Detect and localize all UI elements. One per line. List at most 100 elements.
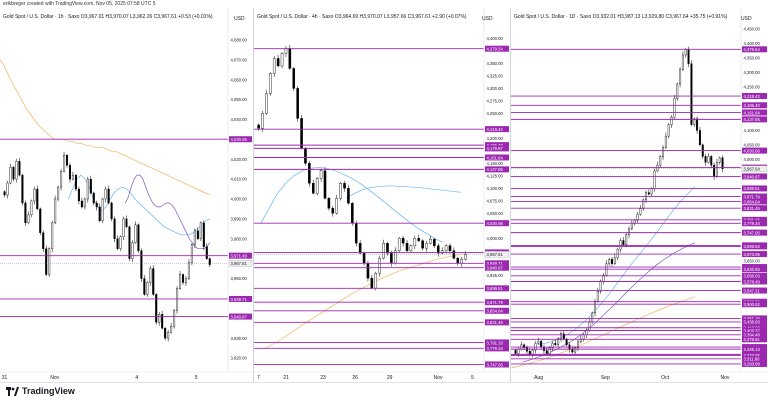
candle-body bbox=[464, 254, 467, 260]
level-label: 3,409.37 bbox=[744, 328, 761, 333]
level-label-box bbox=[742, 116, 767, 123]
x-tick-label: 23 bbox=[320, 375, 326, 381]
level-label: 3,323.55 bbox=[744, 353, 761, 358]
x-tick-label: 4 bbox=[135, 375, 138, 381]
level-label-box bbox=[742, 346, 767, 353]
candle-body bbox=[143, 278, 146, 295]
y-tick-label: 4,000.00 bbox=[231, 197, 248, 202]
candle-body bbox=[409, 245, 413, 251]
x-tick-label: Sep bbox=[601, 375, 610, 381]
level-label: 3,451.15 bbox=[744, 316, 761, 321]
candle-body bbox=[202, 222, 205, 247]
y-tick-label: 4,150.00 bbox=[487, 161, 504, 166]
candle-body bbox=[98, 206, 101, 222]
level-label-box bbox=[485, 220, 509, 227]
x-tick-label: 7 bbox=[257, 375, 260, 381]
candle-body bbox=[63, 155, 66, 172]
candle-body bbox=[95, 202, 98, 208]
y-tick-label: 4,080.00 bbox=[231, 38, 248, 43]
ma-orange-line bbox=[0, 59, 210, 196]
candle-body bbox=[693, 118, 696, 125]
candle-body bbox=[667, 124, 670, 137]
candle-body bbox=[577, 341, 579, 348]
level-label-box bbox=[742, 147, 767, 154]
candle-body bbox=[707, 156, 710, 163]
candle-body bbox=[378, 257, 381, 274]
candle-body bbox=[639, 208, 642, 215]
panel-divider[interactable] bbox=[253, 8, 254, 382]
candle-body bbox=[713, 164, 716, 177]
tradingview-brand[interactable]: TradingView bbox=[6, 386, 75, 396]
panel-divider[interactable] bbox=[510, 8, 511, 382]
candle-body bbox=[30, 200, 33, 216]
candle-body bbox=[687, 48, 690, 64]
candle-body bbox=[456, 257, 460, 264]
ma-blue-line bbox=[538, 186, 696, 346]
level-label: 3,899.51 bbox=[487, 286, 504, 291]
level-label: 3,311.60 bbox=[744, 357, 761, 362]
current-price-label: 3,967.61 bbox=[231, 261, 248, 266]
candle-body bbox=[60, 170, 63, 188]
panel-title: Gold Spot / U.S. Dollar · 1h · Saxo O3,9… bbox=[3, 14, 213, 20]
y-tick-label: 4,200.00 bbox=[487, 136, 504, 141]
candle-body bbox=[149, 268, 152, 283]
panel-title: Gold Spot / U.S. Dollar · 1D · Saxo O3,9… bbox=[514, 14, 728, 20]
candle-body bbox=[436, 245, 440, 254]
level-label: 3,747.05 bbox=[487, 362, 504, 367]
level-label-box bbox=[742, 336, 767, 343]
level-label: 4,030.06 bbox=[487, 221, 504, 226]
level-label-box bbox=[742, 352, 767, 359]
candle-body bbox=[116, 238, 119, 249]
candle-body bbox=[390, 252, 393, 264]
ma-purple-line bbox=[522, 242, 696, 363]
candle-body bbox=[401, 237, 405, 244]
candle-body bbox=[181, 274, 185, 283]
candle-body bbox=[164, 328, 167, 339]
level-label: 3,578.49 bbox=[744, 279, 761, 284]
level-label-box bbox=[742, 229, 767, 236]
candle-body bbox=[276, 58, 280, 67]
level-label: 3,854.64 bbox=[744, 199, 761, 204]
candle-body bbox=[636, 214, 639, 221]
candle-body bbox=[137, 224, 140, 251]
level-label-box bbox=[485, 299, 509, 306]
candle-body bbox=[272, 58, 276, 74]
candle-body bbox=[676, 83, 679, 99]
candle-body bbox=[670, 117, 673, 125]
level-label-box bbox=[229, 313, 252, 320]
candle-body bbox=[68, 164, 72, 180]
level-label: 3,500.02 bbox=[744, 302, 761, 307]
level-label: 3,673.06 bbox=[744, 252, 761, 257]
candle-body bbox=[382, 242, 385, 259]
level-label: 3,620.93 bbox=[744, 267, 761, 272]
chart-svg: 4,379.54 4,218.42 4,186.40 4,161.64 4,137.85… bbox=[511, 8, 768, 381]
candle-body bbox=[292, 68, 296, 89]
level-label-box bbox=[485, 307, 509, 314]
candle-body bbox=[599, 280, 602, 292]
chart-panel-1h[interactable]: 4,030.06 3,971.49 3,949.71 3,940.87 4,080.00… bbox=[0, 8, 253, 382]
candle-body bbox=[664, 135, 667, 148]
level-label-box bbox=[742, 266, 767, 273]
candle-body bbox=[12, 166, 15, 180]
y-tick-label: 4,000.00 bbox=[487, 236, 504, 241]
y-tick-label: 3,980.00 bbox=[231, 236, 248, 241]
candle-body bbox=[265, 93, 268, 114]
level-label-box bbox=[742, 272, 767, 279]
candle-body bbox=[397, 237, 401, 251]
candle-body bbox=[588, 321, 591, 331]
level-label: 3,949.71 bbox=[231, 297, 248, 302]
x-tick-label: 21 bbox=[283, 375, 289, 381]
y-tick-label: 4,400.00 bbox=[744, 41, 761, 46]
candle-body bbox=[205, 246, 208, 259]
candle-body bbox=[3, 191, 6, 196]
candle-body bbox=[113, 218, 116, 239]
chart-panel-4h[interactable]: 4,379.544,218.424,186.404,179.874,161.64… bbox=[254, 8, 510, 382]
candle-body bbox=[83, 198, 86, 208]
y-tick-label: 4,350.00 bbox=[487, 61, 504, 66]
level-label-box bbox=[742, 287, 767, 294]
chart-panel-1d[interactable]: 4,379.54 4,218.42 4,186.40 4,161.64 4,137.85… bbox=[511, 8, 768, 382]
level-label-box bbox=[742, 193, 767, 200]
candle-body bbox=[433, 238, 436, 246]
candle-body bbox=[36, 188, 39, 210]
y-tick-label: 4,050.00 bbox=[487, 211, 504, 216]
